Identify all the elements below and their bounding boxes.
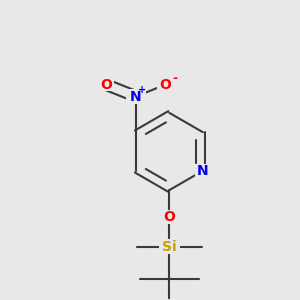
Text: N: N: [197, 164, 208, 178]
Text: O: O: [100, 78, 112, 92]
FancyBboxPatch shape: [162, 210, 177, 224]
FancyBboxPatch shape: [99, 78, 114, 91]
FancyBboxPatch shape: [195, 164, 211, 178]
Text: +: +: [138, 85, 146, 95]
Text: O: O: [160, 78, 172, 92]
Text: N: N: [130, 89, 142, 103]
FancyBboxPatch shape: [126, 89, 146, 104]
Text: O: O: [164, 210, 175, 224]
Text: Si: Si: [162, 240, 177, 254]
FancyBboxPatch shape: [157, 78, 174, 91]
FancyBboxPatch shape: [159, 239, 180, 254]
Text: -: -: [172, 72, 177, 85]
